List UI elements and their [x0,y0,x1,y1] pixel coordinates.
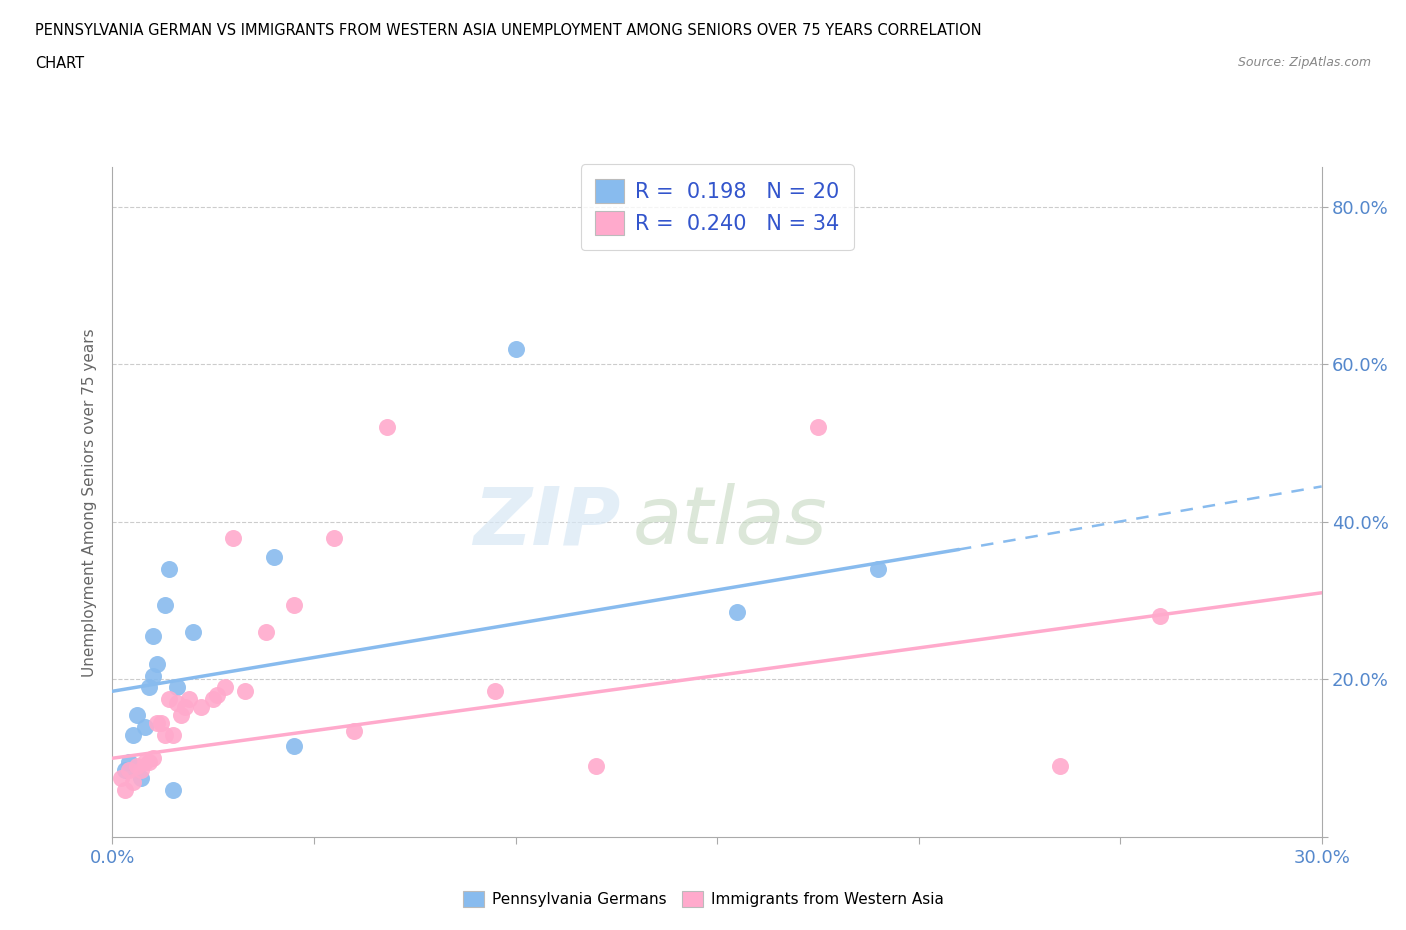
Point [146,715,169,730]
Point [149,715,172,730]
Point [585,759,607,774]
Point [170,708,193,723]
Point [505,341,527,356]
Point [283,739,305,754]
Point [153,597,176,612]
Point [807,420,830,435]
Point [166,680,188,695]
Point [125,759,148,774]
Text: Source: ZipAtlas.com: Source: ZipAtlas.com [1237,56,1371,69]
Point [134,755,156,770]
Point [138,680,160,695]
Point [323,530,346,545]
Point [129,763,152,777]
Point [142,629,165,644]
Legend: Pennsylvania Germans, Immigrants from Western Asia: Pennsylvania Germans, Immigrants from We… [457,884,949,913]
Point [1149,609,1171,624]
Point [484,684,506,698]
Point [157,562,180,577]
Point [117,755,139,770]
Text: ZIP: ZIP [472,484,620,562]
Point [202,692,225,707]
Point [375,420,398,435]
Text: PENNSYLVANIA GERMAN VS IMMIGRANTS FROM WESTERN ASIA UNEMPLOYMENT AMONG SENIORS O: PENNSYLVANIA GERMAN VS IMMIGRANTS FROM W… [35,23,981,38]
Text: CHART: CHART [35,56,84,71]
Point [138,755,160,770]
Point [129,770,152,785]
Point [142,751,165,765]
Point [134,719,156,734]
Point [166,696,188,711]
Point [153,727,176,742]
Point [162,782,184,797]
Point [254,625,277,640]
Point [190,699,212,714]
Point [177,692,200,707]
Point [207,688,229,703]
Point [222,530,245,545]
Point [283,597,305,612]
Point [868,562,890,577]
Point [162,727,184,742]
Point [343,724,366,738]
Point [235,684,257,698]
Point [121,775,143,790]
Point [146,657,169,671]
Point [114,763,136,777]
Legend: R =  0.198   N = 20, R =  0.240   N = 34: R = 0.198 N = 20, R = 0.240 N = 34 [581,165,853,250]
Point [117,763,139,777]
Point [174,699,197,714]
Point [142,668,165,683]
Point [263,550,285,565]
Point [114,782,136,797]
Point [121,727,143,742]
Y-axis label: Unemployment Among Seniors over 75 years: Unemployment Among Seniors over 75 years [82,328,97,676]
Point [1049,759,1071,774]
Point [110,770,132,785]
Point [725,605,748,620]
Point [157,692,180,707]
Point [125,708,148,723]
Text: atlas: atlas [633,484,827,562]
Point [214,680,236,695]
Point [181,625,204,640]
